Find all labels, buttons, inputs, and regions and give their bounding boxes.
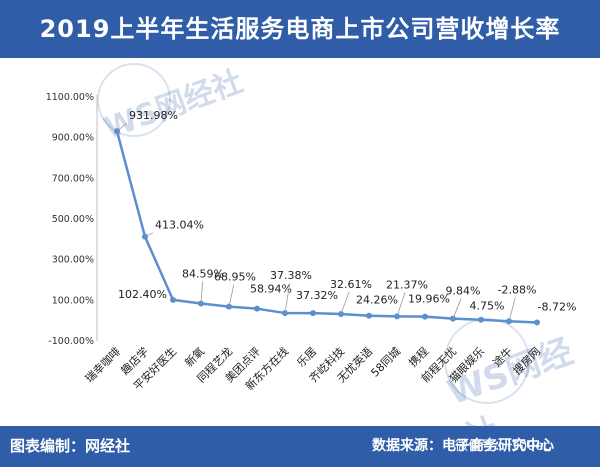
data-label: 413.04% (155, 219, 204, 232)
y-tick-label: 1100.00% (46, 92, 94, 103)
data-label-leader (144, 232, 154, 238)
footer-credit: 图表编制：网经社 (10, 437, 131, 455)
data-point (534, 319, 540, 326)
data-label: 24.26% (356, 294, 398, 307)
data-label: 19.96% (408, 293, 450, 306)
footer-bar: 图表编制：网经社 数据来源：电子商务研究中心 微信号：i100ec (0, 426, 600, 467)
data-point (310, 310, 316, 317)
x-tick-label: 58同城 (368, 345, 403, 380)
data-label: 4.75% (470, 300, 505, 313)
y-tick-label: 700.00% (52, 173, 94, 184)
y-tick-label: 900.00% (52, 133, 94, 144)
data-point (366, 312, 372, 319)
data-label: -8.72% (538, 300, 577, 313)
data-label: 37.38% (270, 269, 312, 282)
y-tick-label: 500.00% (52, 214, 94, 225)
data-label-leader (452, 298, 462, 319)
data-label-leader (228, 284, 235, 307)
x-tick-label: 乐居 (294, 345, 319, 370)
data-label: 58.94% (250, 283, 292, 296)
title-bar: 2019上半年生活服务电商上市公司营收增长率 (0, 0, 600, 58)
watermark-logo-top (97, 63, 171, 137)
data-label-leader (340, 291, 350, 315)
x-tick-label: 搜房网 (510, 344, 543, 377)
x-tick-label: 瑞幸咖啡 (82, 344, 123, 385)
x-tick-label: 新氧 (182, 344, 207, 369)
data-label: 37.32% (296, 289, 338, 302)
data-point (422, 313, 428, 320)
data-label: 68.95% (214, 271, 256, 284)
data-label: -2.88% (498, 283, 537, 296)
data-label-leader (284, 283, 291, 314)
data-label-leader (396, 292, 406, 317)
data-label: 84.59% (182, 267, 224, 280)
data-point (478, 316, 484, 323)
data-label: 102.40% (118, 288, 167, 301)
y-tick-label: 300.00% (52, 255, 94, 266)
data-label: 32.61% (330, 278, 372, 291)
chart-title: 2019上半年生活服务电商上市公司营收增长率 (39, 15, 561, 43)
footer-wechat: 微信号：i100ec (455, 439, 551, 454)
data-label: 9.84% (446, 285, 481, 298)
series-line (115, 130, 538, 324)
data-label: 931.98% (129, 109, 178, 122)
y-tick-label: -100.00% (48, 336, 94, 347)
footer-source: 数据来源：电子商务研究中心 (372, 438, 554, 454)
x-tick-label: 途牛 (490, 344, 515, 369)
data-point (170, 296, 176, 303)
data-label-leader (116, 122, 127, 132)
data-label-leader (200, 281, 203, 304)
x-tick-label: 携程 (406, 344, 431, 369)
data-label-leader (508, 297, 516, 322)
data-point (254, 305, 260, 312)
data-label: 21.37% (386, 278, 428, 291)
y-tick-label: 100.00% (52, 295, 94, 306)
